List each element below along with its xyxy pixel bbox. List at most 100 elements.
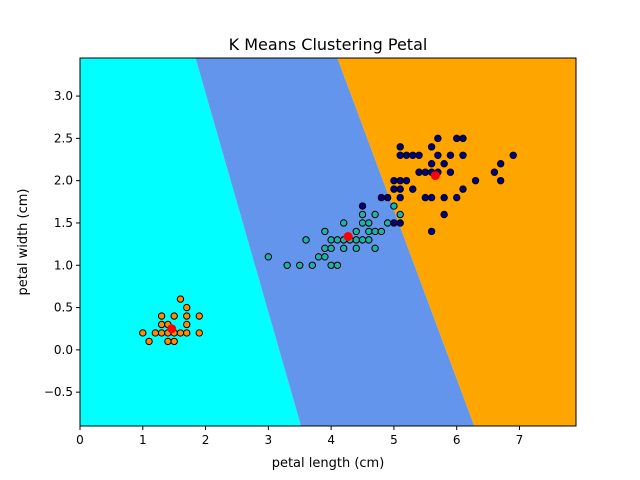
x-tick-label: 0: [76, 433, 84, 447]
data-point: [308, 261, 317, 269]
chart-title: K Means Clustering Petal: [229, 35, 428, 54]
x-tick-label: 5: [390, 433, 398, 447]
data-point: [434, 134, 442, 143]
data-point: [396, 193, 404, 202]
data-point: [170, 312, 178, 320]
data-point: [358, 210, 367, 219]
data-point: [390, 202, 398, 210]
y-axis: −0.5 0.0 0.5 1.0 1.5 2.0 2.5 3.0: [44, 89, 80, 399]
data-point: [440, 210, 448, 219]
data-point: [471, 176, 480, 185]
x-tick-label: 2: [202, 433, 210, 447]
data-point: [327, 244, 335, 253]
data-point: [396, 210, 404, 219]
data-point: [302, 236, 310, 244]
y-tick-label: 3.0: [54, 89, 73, 103]
data-point: [409, 151, 417, 159]
data-point: [509, 151, 517, 159]
data-point: [396, 219, 404, 227]
data-point: [427, 143, 436, 151]
data-point: [427, 227, 436, 236]
data-point: [377, 227, 386, 236]
data-point: [377, 193, 386, 202]
data-point: [496, 176, 505, 185]
centroid-marker: [430, 171, 440, 181]
x-axis-label: petal length (cm): [272, 456, 385, 471]
y-tick-label: −0.5: [44, 385, 73, 399]
plot-frame: [79, 57, 577, 427]
data-point: [390, 176, 398, 185]
data-point: [434, 151, 442, 159]
data-point: [365, 227, 373, 236]
data-point: [453, 193, 461, 202]
y-tick-label: 2.5: [54, 131, 73, 145]
data-point: [396, 176, 404, 185]
data-point: [352, 236, 360, 244]
data-point: [390, 185, 398, 193]
data-point: [409, 185, 417, 193]
x-tick-label: 4: [327, 433, 335, 447]
data-point: [421, 168, 430, 176]
centroid-marker: [343, 232, 353, 242]
data-point: [296, 261, 304, 269]
data-point: [459, 151, 467, 159]
region-3: [337, 58, 576, 426]
data-point: [183, 329, 191, 337]
data-point: [157, 329, 166, 337]
data-point: [183, 320, 191, 329]
data-point: [371, 244, 379, 253]
data-point: [365, 236, 373, 244]
data-point: [396, 185, 404, 193]
data-point: [440, 160, 448, 168]
data-point: [402, 151, 411, 159]
data-point: [427, 193, 436, 202]
data-point: [371, 227, 379, 236]
data-point: [446, 168, 455, 176]
data-point: [396, 151, 404, 159]
region-1: [80, 58, 302, 426]
x-axis: 0 1 2 3 4 5 6 7: [76, 426, 523, 447]
data-point: [333, 261, 342, 269]
data-point: [170, 337, 178, 346]
data-point: [371, 210, 379, 219]
data-point: [264, 253, 273, 261]
data-point: [365, 219, 373, 227]
data-point: [176, 329, 185, 337]
y-tick-label: 0.5: [54, 301, 73, 315]
data-point: [183, 303, 191, 312]
data-point: [321, 244, 329, 253]
data-point: [352, 244, 360, 253]
data-point: [176, 295, 185, 303]
y-tick-label: 0.0: [54, 343, 73, 357]
data-point: [157, 312, 166, 320]
data-point: [321, 227, 329, 236]
centroids: [167, 171, 440, 334]
data-point: [402, 176, 411, 185]
x-tick-label: 6: [453, 433, 461, 447]
data-point: [383, 193, 392, 202]
data-point: [453, 134, 461, 143]
data-point: [421, 193, 430, 202]
data-point: [496, 160, 505, 168]
data-point: [321, 253, 329, 261]
data-point: [157, 320, 166, 329]
data-point: [440, 193, 448, 202]
y-tick-label: 1.0: [54, 258, 73, 272]
data-point: [352, 227, 360, 236]
data-point: [333, 236, 342, 244]
x-tick-label: 7: [516, 433, 524, 447]
data-point: [383, 219, 392, 227]
data-point: [358, 202, 367, 210]
data-point: [283, 261, 291, 269]
data-point: [327, 261, 335, 269]
data-point: [446, 151, 455, 159]
x-tick-label: 3: [265, 433, 273, 447]
y-tick-label: 2.0: [54, 174, 73, 188]
data-point: [183, 312, 191, 320]
data-point: [195, 329, 203, 337]
data-point: [415, 168, 423, 176]
data-point: [459, 134, 467, 143]
x-tick-label: 1: [139, 433, 147, 447]
data-point: [415, 151, 423, 159]
